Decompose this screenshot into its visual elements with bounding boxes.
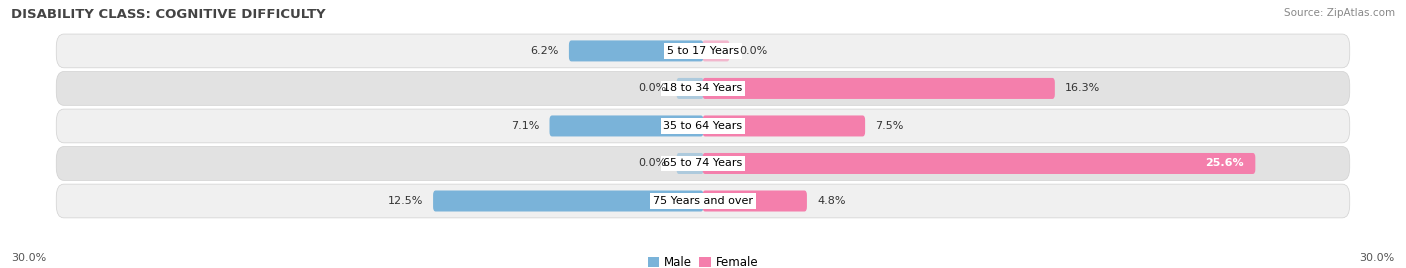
Text: 35 to 64 Years: 35 to 64 Years [664,121,742,131]
Text: 0.0%: 0.0% [638,83,666,94]
FancyBboxPatch shape [550,116,703,136]
FancyBboxPatch shape [703,78,1054,99]
FancyBboxPatch shape [56,34,1350,68]
Text: DISABILITY CLASS: COGNITIVE DIFFICULTY: DISABILITY CLASS: COGNITIVE DIFFICULTY [11,8,326,21]
FancyBboxPatch shape [56,184,1350,218]
FancyBboxPatch shape [676,153,703,174]
FancyBboxPatch shape [703,116,865,136]
Text: 30.0%: 30.0% [1360,253,1395,263]
FancyBboxPatch shape [703,40,730,61]
Text: 30.0%: 30.0% [11,253,46,263]
FancyBboxPatch shape [703,153,1256,174]
Text: 12.5%: 12.5% [388,196,423,206]
Text: 16.3%: 16.3% [1066,83,1101,94]
FancyBboxPatch shape [56,72,1350,105]
Text: 7.1%: 7.1% [510,121,538,131]
Text: 4.8%: 4.8% [817,196,846,206]
Text: 0.0%: 0.0% [638,158,666,169]
Text: 6.2%: 6.2% [530,46,558,56]
FancyBboxPatch shape [676,78,703,99]
Text: 65 to 74 Years: 65 to 74 Years [664,158,742,169]
Text: 0.0%: 0.0% [740,46,768,56]
Text: 75 Years and over: 75 Years and over [652,196,754,206]
Legend: Male, Female: Male, Female [643,251,763,268]
Text: 25.6%: 25.6% [1205,158,1244,169]
FancyBboxPatch shape [56,109,1350,143]
FancyBboxPatch shape [703,191,807,211]
Text: 18 to 34 Years: 18 to 34 Years [664,83,742,94]
FancyBboxPatch shape [433,191,703,211]
FancyBboxPatch shape [56,147,1350,180]
Text: 7.5%: 7.5% [876,121,904,131]
Text: 5 to 17 Years: 5 to 17 Years [666,46,740,56]
FancyBboxPatch shape [569,40,703,61]
Text: Source: ZipAtlas.com: Source: ZipAtlas.com [1284,8,1395,18]
